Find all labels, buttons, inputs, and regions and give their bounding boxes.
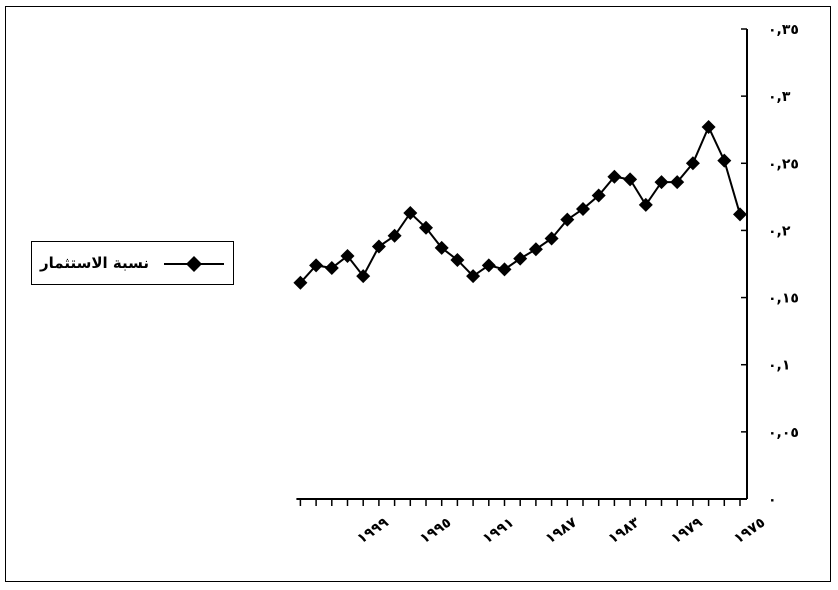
y-tick-label: ٠,٠٥	[768, 425, 799, 441]
x-tick-label: ١٩٨٣	[606, 514, 644, 547]
x-tick-label: ١٩٩٥	[417, 515, 454, 548]
data-point	[403, 205, 418, 220]
data-point	[607, 169, 622, 184]
axes	[296, 29, 748, 500]
data-point	[654, 175, 669, 190]
data-point	[497, 262, 512, 277]
series-layer	[293, 120, 747, 290]
y-tick-label: ٠,١٥	[768, 291, 799, 307]
y-tick-label: ٠,٢٥	[768, 156, 799, 172]
data-point	[434, 240, 449, 255]
x-tick-label: ١٩٩٩	[354, 514, 392, 547]
x-tick-label: ١٩٨٧	[543, 514, 581, 547]
data-point	[717, 153, 732, 168]
legend-swatch-icon	[164, 256, 224, 272]
data-point	[371, 239, 386, 254]
data-point	[685, 156, 700, 171]
data-point	[701, 120, 716, 135]
x-tick-label: ١٩٧٥	[731, 515, 768, 548]
data-point	[560, 212, 575, 227]
y-tick-label: ٠,٣٥	[768, 22, 799, 38]
x-tick-label: ١٩٩١	[480, 515, 517, 548]
data-point	[591, 188, 606, 203]
data-point	[528, 242, 543, 257]
legend: نسبة الاستثمار	[31, 241, 234, 285]
y-tick-label: ٠,٢	[768, 223, 791, 239]
data-point	[623, 172, 638, 187]
legend-diamond-icon	[186, 256, 202, 272]
data-point	[733, 207, 747, 222]
y-tick-label: ٠,٣	[768, 89, 791, 105]
data-point	[309, 258, 324, 273]
data-point	[356, 269, 371, 284]
data-point	[293, 275, 308, 290]
data-point	[340, 248, 355, 263]
data-point	[513, 251, 528, 266]
data-point	[638, 197, 653, 212]
data-point	[466, 269, 481, 284]
data-point	[450, 252, 465, 267]
data-point	[576, 201, 590, 216]
y-tick-label: ٠	[768, 492, 777, 508]
x-tick-label: ١٩٧٩	[668, 514, 706, 547]
data-point	[387, 228, 402, 243]
legend-label: نسبة الاستثمار	[40, 254, 149, 272]
data-point	[670, 175, 685, 190]
y-tick-label: ٠,١	[768, 358, 790, 374]
chart-frame	[5, 6, 831, 582]
data-point	[544, 231, 559, 246]
data-point	[419, 220, 433, 235]
data-point	[324, 261, 339, 276]
data-point	[481, 258, 496, 273]
ticks: ٠ ٠,٠٥ ٠,١ ٠,١٥ ٠,٢ ٠,٢٥ ٠,٣ ٠,٣٥ ١٩٧٥ ١٩٧٩ ١٩٨٣ ١٩…	[299, 22, 799, 548]
